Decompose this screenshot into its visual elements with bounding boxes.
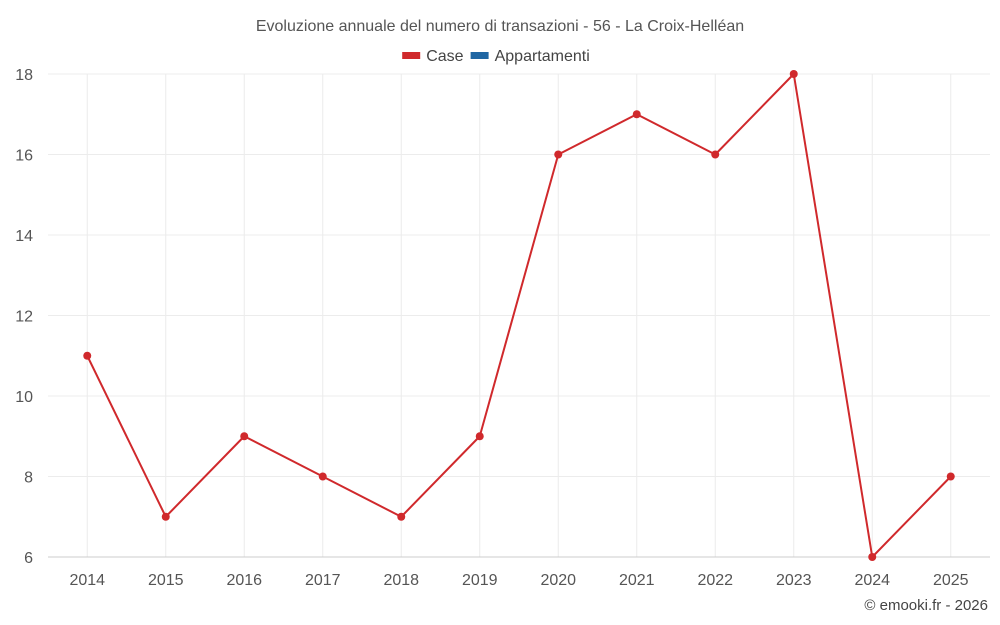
x-tick-label: 2018	[383, 572, 419, 589]
data-point	[789, 70, 798, 78]
x-tick-label: 2025	[933, 572, 969, 589]
data-point	[240, 432, 249, 441]
legend-swatch-appartamenti	[470, 52, 489, 59]
y-tick-label: 6	[24, 550, 33, 567]
x-tick-label: 2015	[148, 572, 184, 589]
grid	[48, 73, 990, 558]
legend-label-appartamenti: Appartamenti	[495, 48, 590, 65]
data-point	[475, 432, 484, 441]
data-point	[632, 110, 641, 119]
data-point	[711, 150, 720, 159]
x-tick-label: 2022	[697, 572, 733, 589]
x-tick-label: 2017	[305, 572, 341, 589]
data-point	[161, 512, 170, 521]
data-point	[868, 553, 877, 561]
legend-label-case: Case	[426, 48, 463, 65]
data-point	[554, 150, 563, 159]
y-tick-label: 12	[15, 309, 33, 326]
x-tick-label: 2016	[226, 572, 262, 589]
x-axis: 2014 2015 2016 2017 2018 2019 2020 2021 2022 2023…	[69, 572, 968, 589]
data-point	[83, 351, 92, 360]
x-tick-label: 2024	[854, 572, 890, 589]
series-line-case	[86, 73, 952, 558]
x-tick-label: 2020	[540, 572, 576, 589]
x-tick-label: 2019	[462, 572, 498, 589]
y-tick-label: 14	[15, 228, 33, 245]
legend-swatch-case	[402, 52, 421, 59]
data-point	[946, 472, 955, 481]
data-point	[397, 512, 406, 521]
data-point	[318, 472, 327, 481]
y-axis: 6 8 10 12 14 16 18	[15, 67, 33, 567]
y-tick-label: 18	[15, 67, 33, 84]
x-tick-label: 2023	[776, 572, 812, 589]
legend: Case Appartamenti	[402, 48, 590, 65]
y-tick-label: 8	[24, 470, 33, 487]
series-area	[83, 70, 955, 561]
credit: © emooki.fr - 2026	[864, 597, 988, 614]
y-tick-label: 10	[15, 389, 33, 406]
chart-title: Evoluzione annuale del numero di transaz…	[256, 18, 744, 35]
x-tick-label: 2021	[619, 572, 655, 589]
y-tick-label: 16	[15, 148, 33, 165]
x-tick-label: 2014	[69, 572, 105, 589]
